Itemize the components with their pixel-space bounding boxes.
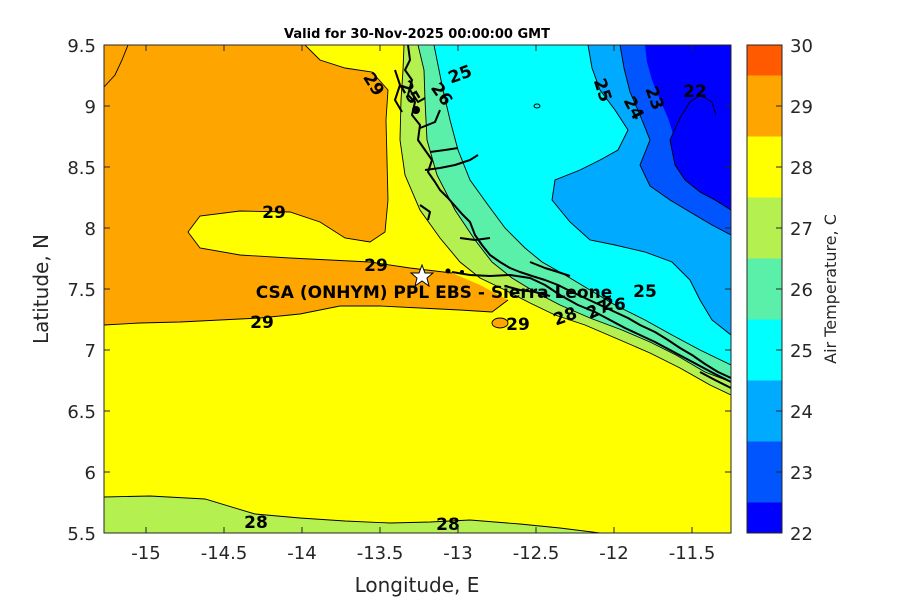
contour-label: 29 <box>262 203 286 223</box>
x-tick-label: -14.5 <box>201 543 248 564</box>
colorbar-tick-label: 30 <box>790 36 813 57</box>
band-27-28-south <box>104 496 600 533</box>
x-tick-label: -14 <box>287 543 316 564</box>
colorbar-tick-label: 24 <box>790 402 813 423</box>
warm-spot <box>492 318 508 328</box>
y-axis-label: Latitude, N <box>29 234 53 344</box>
site-marker[interactable]: CSA (ONHYM) PPL EBS - Sierra Leone <box>256 263 613 303</box>
star-icon <box>409 263 435 288</box>
contour-label: 29 <box>506 315 530 335</box>
y-tick-label: 8 <box>85 219 96 240</box>
colorbar-tick-label: 28 <box>790 158 813 179</box>
map-title: Valid for 30-Nov-2025 00:00:00 GMT <box>284 27 550 42</box>
y-tick-label: 8.5 <box>67 158 96 179</box>
x-tick-label: -12.5 <box>513 543 560 564</box>
coastline <box>394 45 731 389</box>
x-tick-label: -12 <box>599 543 628 564</box>
colorbar-tick-label: 25 <box>790 341 813 362</box>
y-tick-label: 5.5 <box>67 524 96 545</box>
colorbar-tick-label: 27 <box>790 219 813 240</box>
colorbar-tick-label: 23 <box>790 463 813 484</box>
x-tick-label: -13 <box>443 543 472 564</box>
band-22-23 <box>645 45 731 210</box>
contour-label: 25 <box>633 282 657 302</box>
x-tick-label: -13.5 <box>357 543 404 564</box>
colorbar-tick-label: 22 <box>790 524 813 545</box>
contour-label: 29 <box>250 313 274 333</box>
x-tick-label: -15 <box>131 543 160 564</box>
contour-label: 26 <box>602 295 626 315</box>
y-tick-label: 9 <box>85 97 96 118</box>
x-tick-label: -11.5 <box>669 543 716 564</box>
colorbar-swatch <box>747 502 782 533</box>
isolines <box>104 45 731 533</box>
y-tick-label: 6 <box>85 463 96 484</box>
contour-label: 28 <box>244 513 268 533</box>
y-tick-label: 6.5 <box>67 402 96 423</box>
band-29-30-west <box>104 45 508 325</box>
colorbar: 30 29 28 27 26 25 24 23 22 Air Temperatu… <box>746 36 840 545</box>
x-axis: -15 -14.5 -14 -13.5 -13 -12.5 -12 -11.5 … <box>131 45 715 597</box>
contour-label: 29 <box>364 256 388 276</box>
colorbar-label: Air Temperature, C <box>821 214 840 364</box>
y-tick-label: 7.5 <box>67 280 96 301</box>
y-tick-label: 7 <box>85 341 96 362</box>
x-axis-label: Longitude, E <box>355 573 480 597</box>
y-axis: 9.5 9 8.5 8 7.5 7 6.5 6 5.5 Latitude, N <box>29 36 731 545</box>
colorbar-tick-label: 29 <box>790 97 813 118</box>
colorbar-swatch <box>747 45 782 76</box>
contour-label: 22 <box>683 82 707 102</box>
y-tick-label: 9.5 <box>67 36 96 57</box>
contour-field <box>104 45 731 533</box>
contour-label: 28 <box>436 515 460 535</box>
site-label: CSA (ONHYM) PPL EBS - Sierra Leone <box>256 283 613 303</box>
colorbar-tick-label: 26 <box>790 280 813 301</box>
